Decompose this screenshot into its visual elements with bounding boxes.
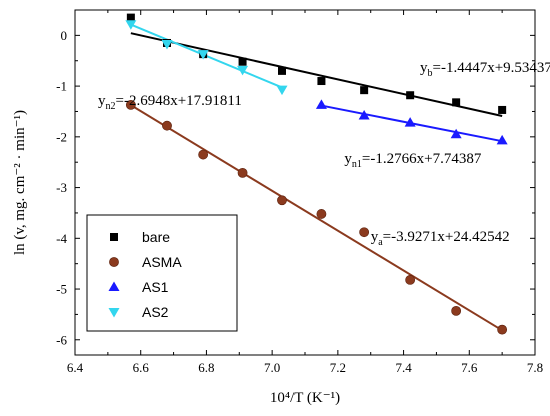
point-asma	[316, 209, 327, 219]
point-asma	[237, 167, 248, 178]
fit-equation-a: ya=-3.9271x+24.42542	[371, 229, 510, 248]
fit-line-asma	[130, 104, 503, 332]
y-tick-label: -6	[56, 332, 67, 347]
fit-equation-n1: yn1=-1.2766x+7.74387	[344, 151, 481, 170]
point-bare	[278, 66, 286, 75]
y-tick-label: 0	[61, 28, 68, 43]
fit-equation-b: yb=-1.4447x+9.53437	[420, 60, 550, 79]
legend-label-bare: bare	[142, 229, 170, 245]
point-bare	[238, 57, 247, 66]
series-asma	[125, 99, 508, 335]
fit-line-bare	[130, 32, 503, 118]
axis-ticks: 6.4 6.6 6.8 7.0 7.2 7.4 7.6 7.8 0 -1 -2 -3 -4 -5 -6	[56, 10, 543, 375]
fit-equations: yb=-1.4447x+9.53437 yn2=-2.6948x+17.91811…	[98, 60, 550, 248]
x-tick-label: 6.4	[67, 360, 84, 375]
point-asma	[359, 227, 370, 238]
point-bare	[406, 91, 415, 100]
point-as1	[358, 110, 370, 120]
point-as2	[161, 39, 173, 50]
point-bare	[498, 105, 507, 114]
x-tick-label: 6.8	[198, 360, 214, 375]
x-tick-label: 7.4	[395, 360, 412, 375]
legend-marker-bare	[110, 233, 118, 241]
point-as2	[276, 85, 288, 96]
point-bare	[360, 86, 369, 95]
x-tick-label: 7.8	[527, 360, 543, 375]
point-asma	[451, 305, 462, 316]
legend-item-as1: AS1	[108, 279, 169, 295]
legend-marker-asma	[109, 257, 119, 267]
point-bare	[126, 13, 135, 22]
point-asma	[277, 195, 287, 206]
data-markers	[125, 13, 508, 335]
point-as2	[237, 65, 249, 76]
point-as1	[404, 117, 416, 127]
point-as2	[197, 50, 209, 60]
x-tick-label: 7.6	[461, 360, 478, 375]
point-asma	[125, 99, 136, 110]
point-asma	[162, 120, 172, 131]
y-tick-label: -4	[56, 231, 67, 246]
y-tick-label: -5	[56, 282, 67, 297]
legend-item-as2: AS2	[108, 304, 169, 320]
y-axis-label: ln (v, mg. cm⁻² · min⁻¹)	[12, 110, 28, 255]
x-tick-label: 7.2	[330, 360, 346, 375]
series-as2	[125, 20, 288, 96]
y-tick-label: -2	[56, 129, 67, 144]
x-tick-label: 7.0	[264, 360, 280, 375]
point-as1	[315, 99, 327, 109]
point-bare	[452, 98, 461, 107]
point-bare	[317, 77, 326, 86]
legend: bare ASMA AS1 AS2	[86, 214, 238, 332]
legend-label-as2: AS2	[142, 304, 169, 320]
point-as1	[450, 128, 462, 139]
point-asma	[497, 324, 508, 335]
point-asma	[405, 275, 416, 285]
series-as1	[315, 99, 508, 145]
point-as1	[496, 134, 508, 145]
legend-marker-as1	[108, 281, 120, 291]
legend-label-as1: AS1	[142, 279, 169, 295]
point-asma	[198, 149, 209, 160]
legend-item-asma: ASMA	[109, 254, 182, 270]
legend-label-asma: ASMA	[142, 254, 182, 270]
y-tick-label: -1	[56, 79, 67, 94]
y-tick-label: -3	[56, 180, 67, 195]
x-tick-label: 6.6	[133, 360, 150, 375]
legend-marker-as2	[108, 308, 120, 318]
x-axis-label: 10⁴/T (K⁻¹)	[270, 390, 340, 406]
fit-equation-n2: yn2=-2.6948x+17.91811	[98, 93, 242, 112]
point-as2	[125, 20, 137, 30]
legend-item-bare: bare	[110, 229, 170, 245]
